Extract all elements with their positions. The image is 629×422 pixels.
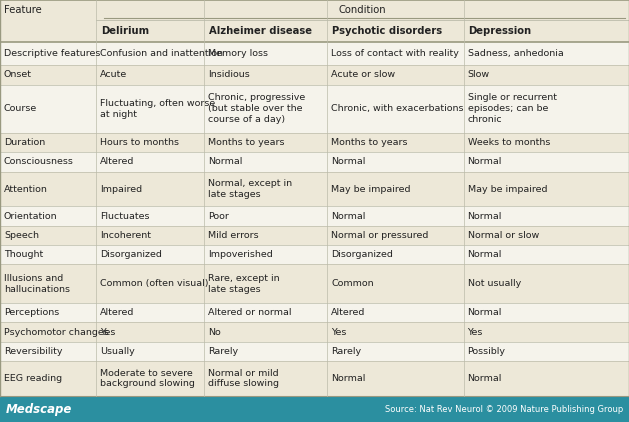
Text: Course: Course (4, 104, 37, 113)
Text: Possibly: Possibly (467, 347, 506, 356)
Text: Insidious: Insidious (208, 70, 250, 79)
Text: Onset: Onset (4, 70, 32, 79)
Text: Alzheimer disease: Alzheimer disease (209, 26, 313, 36)
Bar (0, 226, 629, 245)
Text: Attention: Attention (4, 184, 48, 194)
Bar (0, 342, 629, 361)
Text: Slow: Slow (467, 70, 490, 79)
Text: Common: Common (331, 279, 374, 288)
Text: Perceptions: Perceptions (4, 308, 59, 317)
Text: Weeks to months: Weeks to months (467, 138, 550, 147)
Text: Loss of contact with reality: Loss of contact with reality (331, 49, 459, 58)
Text: Illusions and
hallucinations: Illusions and hallucinations (4, 274, 70, 294)
Text: Duration: Duration (4, 138, 45, 147)
Text: Acute: Acute (100, 70, 128, 79)
Text: May be impaired: May be impaired (331, 184, 411, 194)
Text: Altered: Altered (100, 157, 135, 166)
Text: Source: Nat Rev Neurol © 2009 Nature Publishing Group: Source: Nat Rev Neurol © 2009 Nature Pub… (385, 405, 623, 414)
Bar (0, 322, 629, 342)
Text: Fluctuates: Fluctuates (100, 211, 150, 221)
Text: Normal: Normal (467, 308, 502, 317)
Text: Chronic, with exacerbations: Chronic, with exacerbations (331, 104, 464, 113)
Text: Confusion and inattention: Confusion and inattention (100, 49, 223, 58)
Text: Altered: Altered (331, 308, 365, 317)
Text: Common (often visual): Common (often visual) (100, 279, 209, 288)
Text: Normal or mild
diffuse slowing: Normal or mild diffuse slowing (208, 369, 279, 389)
Bar (0, 396, 629, 422)
Text: Condition: Condition (339, 5, 386, 15)
Text: Normal: Normal (467, 211, 502, 221)
Text: Months to years: Months to years (331, 138, 408, 147)
Text: Psychomotor changes: Psychomotor changes (4, 327, 109, 337)
Text: Psychotic disorders: Psychotic disorders (332, 26, 442, 36)
Text: Thought: Thought (4, 250, 43, 259)
Text: Normal: Normal (467, 250, 502, 259)
Text: Yes: Yes (467, 327, 483, 337)
Bar (0, 133, 629, 152)
Text: Fluctuating, often worse
at night: Fluctuating, often worse at night (100, 99, 216, 119)
Text: Normal: Normal (208, 157, 243, 166)
Text: Normal: Normal (331, 157, 365, 166)
Text: Not usually: Not usually (467, 279, 521, 288)
Text: Normal or pressured: Normal or pressured (331, 231, 428, 240)
Text: May be impaired: May be impaired (467, 184, 547, 194)
Text: Sadness, anhedonia: Sadness, anhedonia (467, 49, 564, 58)
Text: Normal: Normal (331, 211, 365, 221)
Text: Rarely: Rarely (208, 347, 238, 356)
Text: Medscape: Medscape (6, 403, 72, 416)
Bar (0, 172, 629, 206)
Bar (0, 245, 629, 265)
Bar (0, 361, 629, 396)
Text: Normal, except in
late stages: Normal, except in late stages (208, 179, 292, 199)
Text: Altered: Altered (100, 308, 135, 317)
Text: Mild errors: Mild errors (208, 231, 259, 240)
Text: Delirium: Delirium (101, 26, 149, 36)
Text: Impoverished: Impoverished (208, 250, 273, 259)
Bar (0, 152, 629, 172)
Text: Normal: Normal (331, 374, 365, 383)
Text: Normal or slow: Normal or slow (467, 231, 539, 240)
Bar (0, 303, 629, 322)
Text: Yes: Yes (331, 327, 347, 337)
Text: Disorganized: Disorganized (100, 250, 162, 259)
Text: Chronic, progressive
(but stable over the
course of a day): Chronic, progressive (but stable over th… (208, 94, 306, 124)
Bar (0, 42, 629, 65)
Text: Usually: Usually (100, 347, 135, 356)
Text: Incoherent: Incoherent (100, 231, 151, 240)
Bar (0, 0, 629, 42)
Text: Months to years: Months to years (208, 138, 285, 147)
Text: Yes: Yes (100, 327, 116, 337)
Text: Moderate to severe
background slowing: Moderate to severe background slowing (100, 369, 195, 389)
Text: Reversibility: Reversibility (4, 347, 62, 356)
Text: No: No (208, 327, 221, 337)
Text: Single or recurrent
episodes; can be
chronic: Single or recurrent episodes; can be chr… (467, 94, 557, 124)
Text: Normal: Normal (467, 374, 502, 383)
Bar (0, 65, 629, 84)
Bar (0, 265, 629, 303)
Text: EEG reading: EEG reading (4, 374, 62, 383)
Bar (0, 206, 629, 226)
Text: Orientation: Orientation (4, 211, 58, 221)
Text: Depression: Depression (469, 26, 532, 36)
Text: Rare, except in
late stages: Rare, except in late stages (208, 274, 280, 294)
Text: Normal: Normal (467, 157, 502, 166)
Text: Poor: Poor (208, 211, 230, 221)
Text: Consciousness: Consciousness (4, 157, 74, 166)
Text: Rarely: Rarely (331, 347, 361, 356)
Text: Acute or slow: Acute or slow (331, 70, 395, 79)
Text: Altered or normal: Altered or normal (208, 308, 292, 317)
Text: Feature: Feature (4, 5, 42, 15)
Text: Disorganized: Disorganized (331, 250, 393, 259)
Text: Hours to months: Hours to months (100, 138, 179, 147)
Text: Impaired: Impaired (100, 184, 142, 194)
Text: Descriptive features: Descriptive features (4, 49, 101, 58)
Bar (0, 84, 629, 133)
Text: Memory loss: Memory loss (208, 49, 269, 58)
Text: Speech: Speech (4, 231, 39, 240)
